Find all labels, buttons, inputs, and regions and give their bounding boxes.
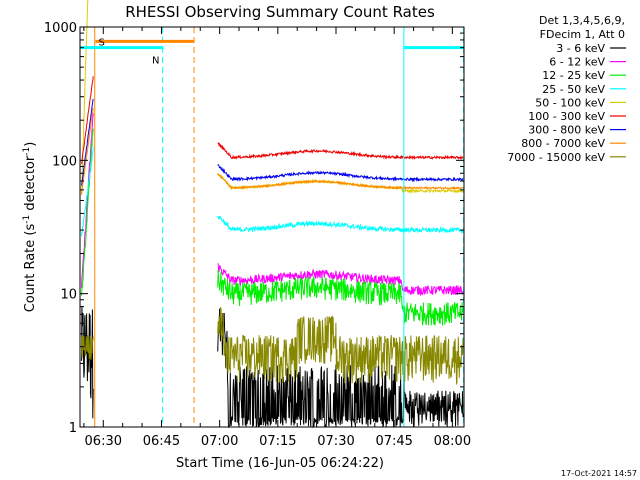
series-7 — [81, 107, 464, 196]
series-2-trace — [217, 269, 464, 326]
series-6-trace — [217, 164, 464, 183]
legend-label-4: 50 - 100 keV — [535, 96, 605, 109]
series-6-early-trace — [81, 98, 94, 186]
legend-label-5: 100 - 300 keV — [528, 110, 605, 123]
series-8 — [81, 307, 464, 386]
legend-label-1: 6 - 12 keV — [549, 56, 605, 69]
series-4 — [81, 0, 464, 194]
legend-label-6: 300 - 800 keV — [528, 124, 605, 137]
series-2-early-trace — [81, 128, 94, 296]
legend-header-line-2: FDecim 1, Att 0 — [540, 28, 625, 41]
traces — [81, 0, 464, 429]
series-7-early-trace — [81, 107, 94, 196]
plot-frame — [79, 26, 465, 428]
legend-header-line-1: Det 1,3,4,5,6,9, — [539, 14, 625, 27]
x-tick-label-1: 06:45 — [143, 434, 180, 449]
series-0-trace — [217, 308, 464, 429]
series-1 — [81, 112, 464, 297]
series-3 — [81, 147, 464, 237]
series-5-early-trace — [81, 76, 94, 165]
y-tick-label-2: 100 — [52, 154, 77, 169]
x-tick-label-6: 08:00 — [434, 434, 471, 449]
x-tick-label-2: 07:00 — [201, 434, 238, 449]
series-3-trace — [217, 215, 464, 235]
series-2 — [81, 128, 464, 326]
legend: Det 1,3,4,5,6,9, FDecim 1, Att 0 3 - 6 k… — [507, 14, 626, 164]
legend-label-2: 12 - 25 keV — [542, 69, 605, 82]
series-7-trace — [217, 173, 464, 191]
series-6 — [81, 98, 464, 186]
series-8-early-trace — [81, 335, 94, 361]
series-8-trace — [217, 307, 464, 386]
x-axis-label: Start Time (16-Jun-05 06:24:22) — [176, 456, 384, 471]
x-tick-label-0: 06:30 — [85, 434, 122, 449]
legend-label-7: 800 - 7000 keV — [521, 137, 605, 150]
y-axis-label: Count Rate (s-1 detector-1) — [22, 142, 38, 313]
x-tick-label-3: 07:15 — [259, 434, 296, 449]
legend-label-8: 7000 - 15000 keV — [507, 151, 605, 164]
x-tick-label-5: 07:45 — [375, 434, 412, 449]
series-5-trace — [217, 142, 464, 161]
x-tick-label-4: 07:30 — [317, 434, 354, 449]
timestamp: 17-Oct-2021 14:57 — [561, 469, 637, 478]
series-1-trace — [217, 263, 464, 297]
series-4-early-trace — [81, 0, 89, 194]
legend-label-0: 3 - 6 keV — [556, 42, 605, 55]
series-3-early-trace — [81, 147, 94, 237]
legend-label-3: 25 - 50 keV — [542, 83, 605, 96]
y-tick-label-1: 10 — [60, 288, 77, 303]
flag-label-1: N — [152, 56, 159, 67]
y-tick-label-0: 1 — [69, 421, 77, 436]
chart-title: RHESSI Observing Summary Count Rates — [125, 3, 435, 21]
ticks-layer: 06:30 06:45 07:00 07:15 07:30 07:45 08:00 1 10 10… — [44, 21, 471, 449]
series-5 — [81, 76, 464, 165]
flag-label-0: S — [99, 37, 105, 48]
y-tick-label-3: 1000 — [44, 21, 77, 36]
series-1-early-trace — [81, 112, 94, 289]
